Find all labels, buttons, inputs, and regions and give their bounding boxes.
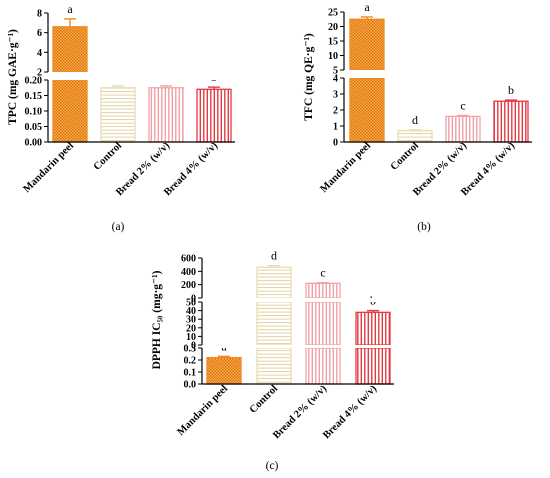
- y-tick-label: 0.1: [184, 368, 197, 379]
- axis-break-gap: [203, 345, 395, 348]
- y-tick-label: 0.00: [25, 138, 43, 149]
- bar-control-seg1: [256, 347, 292, 385]
- y-tick-label: 0.05: [25, 122, 43, 133]
- y-tick-label: 8: [37, 9, 42, 20]
- y-tick-label: 40: [186, 306, 196, 317]
- panel-label: (b): [417, 221, 431, 233]
- y-tick-label: 3: [333, 90, 338, 101]
- category-label-control: Control: [92, 140, 124, 172]
- y-tick-label: 2: [37, 68, 42, 79]
- y-tick-label: 10: [328, 51, 338, 62]
- bar-bread-2-seg1: [148, 87, 184, 143]
- category-label-control: Control: [248, 383, 280, 415]
- bar-mandarin-peel-seg2: [52, 26, 88, 73]
- bar-bread-4-seg1: [493, 100, 529, 143]
- y-tick-label: 0: [191, 294, 196, 305]
- bar-bread-4-seg1: [355, 347, 391, 385]
- bar-control-seg3: [256, 266, 292, 299]
- significance-letter-bread-2: c: [460, 98, 465, 112]
- axis-break-gap: [203, 298, 395, 302]
- axis-break-gap: [345, 70, 533, 78]
- category-label-mandarin-peel: Mandarin peel: [319, 140, 374, 195]
- y-tick-label: 4: [37, 48, 42, 59]
- bar-mandarin-peel-seg2: [349, 18, 385, 71]
- bar-control-seg1: [397, 130, 433, 143]
- y-tick-label: 0.3: [184, 344, 197, 355]
- significance-letter-control: d: [412, 113, 418, 127]
- bar-bread-2-seg1: [445, 115, 481, 143]
- significance-letter-bread-4: b: [508, 83, 514, 97]
- y-tick-label: 10: [186, 332, 196, 343]
- bar-control-seg2: [256, 301, 292, 346]
- y-tick-label: 50: [186, 298, 196, 309]
- y-tick-label: 15: [328, 37, 338, 48]
- y-tick-label: 0.20: [25, 76, 43, 87]
- y-tick-label: 0: [191, 341, 196, 352]
- y-axis-title: TPC (mg GAE·g⁻¹): [7, 29, 19, 125]
- category-label-mandarin-peel: Mandarin peel: [176, 383, 231, 438]
- bar-bread-4-seg2: [355, 311, 391, 346]
- y-tick-label: 0.15: [25, 91, 43, 102]
- bar-bread-2-seg1: [305, 347, 341, 385]
- y-tick-label: 0.0: [184, 380, 197, 391]
- y-tick-label: 30: [186, 315, 196, 326]
- y-tick-label: 600: [181, 254, 196, 265]
- y-tick-label: 400: [181, 267, 196, 278]
- category-label-bread-2: Bread 2% (w/v): [271, 383, 329, 441]
- bar-mandarin-peel-seg1: [52, 79, 88, 143]
- y-tick-label: 0: [333, 138, 338, 149]
- y-tick-label: 6: [37, 28, 42, 39]
- significance-letter-control: d: [271, 249, 277, 263]
- y-tick-label: 0.10: [25, 107, 43, 118]
- y-tick-label: 1: [333, 122, 338, 133]
- axis-break-gap: [49, 72, 236, 80]
- bar-bread-4-seg1: [196, 88, 232, 143]
- y-tick-label: 4: [333, 74, 338, 85]
- category-label-bread-4: Bread 4% (w/v): [321, 383, 379, 441]
- significance-letter-bread-2: c: [320, 266, 325, 280]
- significance-letter-mandarin-peel: a: [364, 0, 370, 14]
- bar-bread-2-seg2: [305, 301, 341, 346]
- y-axis-title: DPPH IC₅₀ (mg·g⁻¹): [151, 270, 163, 369]
- y-tick-label: 25: [328, 8, 338, 19]
- panel-label: (a): [112, 221, 125, 233]
- y-tick-label: 5: [333, 66, 338, 77]
- bar-mandarin-peel-seg1: [349, 77, 385, 143]
- y-axis-title: TFC (mg QE·g⁻¹): [303, 33, 315, 121]
- bar-control-seg1: [100, 87, 136, 143]
- panel-label: (c): [266, 460, 279, 472]
- category-label-control: Control: [389, 140, 421, 172]
- y-tick-label: 200: [181, 280, 196, 291]
- y-tick-label: 2: [333, 106, 338, 117]
- y-tick-label: 0.2: [184, 356, 197, 367]
- significance-letter-mandarin-peel: a: [67, 2, 73, 16]
- bar-mandarin-peel-seg1: [206, 356, 242, 385]
- bar-bread-2-seg3: [305, 282, 341, 299]
- y-tick-label: 20: [186, 323, 196, 334]
- y-tick-label: 20: [328, 22, 338, 33]
